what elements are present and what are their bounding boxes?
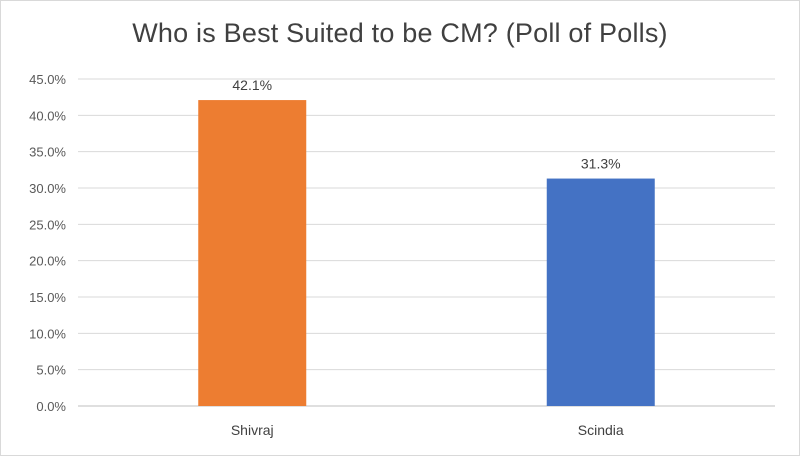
category-label: Scindia	[578, 422, 624, 438]
y-tick-label: 10.0%	[29, 326, 66, 341]
chart-title: Who is Best Suited to be CM? (Poll of Po…	[132, 18, 668, 48]
y-tick-label: 15.0%	[29, 290, 66, 305]
y-tick-label: 35.0%	[29, 145, 66, 160]
y-tick-label: 45.0%	[29, 72, 66, 87]
data-label: 42.1%	[232, 77, 272, 93]
category-label: Shivraj	[231, 422, 274, 438]
y-tick-label: 0.0%	[36, 399, 66, 414]
bar-shivraj	[198, 100, 307, 406]
y-tick-label: 5.0%	[36, 363, 66, 378]
y-tick-label: 20.0%	[29, 254, 66, 269]
y-tick-label: 40.0%	[29, 108, 66, 123]
bar-scindia	[546, 178, 655, 406]
y-tick-label: 25.0%	[29, 217, 66, 232]
y-tick-label: 30.0%	[29, 181, 66, 196]
data-label: 31.3%	[581, 156, 621, 172]
